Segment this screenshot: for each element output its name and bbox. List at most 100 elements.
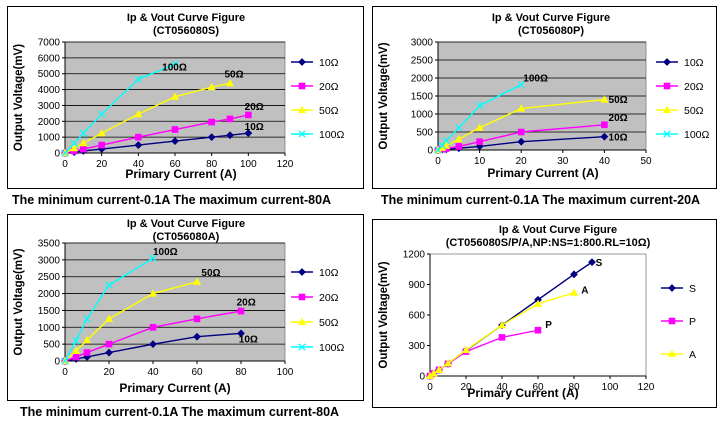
data-point-10ohm bbox=[83, 353, 91, 361]
chart-ct056080a: Ip & Vout Curve Figure(CT056080A) 0 500 100… bbox=[13, 218, 345, 395]
y-tick-label: 7000 bbox=[38, 38, 61, 49]
y-tick-label: 2500 bbox=[38, 272, 61, 283]
data-point-100ohm bbox=[83, 315, 91, 323]
y-tick-label: 900 bbox=[408, 280, 425, 291]
y-tick-label: 2500 bbox=[411, 56, 434, 67]
x-tick-label: 120 bbox=[638, 382, 655, 393]
chart-subtitle: (CT056080A) bbox=[153, 231, 220, 243]
data-point-20ohm bbox=[226, 115, 234, 123]
legend-label-100ohm: 100Ω bbox=[319, 342, 345, 354]
data-point-100ohm bbox=[149, 254, 157, 262]
y-tick-label: 1500 bbox=[411, 92, 434, 103]
data-point-20ohm bbox=[455, 143, 463, 150]
x-tick-label: 80 bbox=[235, 367, 247, 378]
x-tick-label: 50 bbox=[640, 156, 652, 167]
data-point-100ohm bbox=[61, 149, 69, 157]
legend-item-20ohm: 20Ω bbox=[291, 292, 339, 304]
legend-marker-50ohm bbox=[297, 105, 307, 114]
legend-marker-10ohm bbox=[298, 268, 306, 276]
data-point-20ohm bbox=[193, 315, 201, 323]
caption-panel-2: The minimum current-0.1A The maximum cur… bbox=[381, 193, 701, 207]
data-point-10ohm bbox=[517, 137, 526, 146]
legend-item-50ohm: 50Ω bbox=[291, 317, 339, 329]
legend-marker-100ohm bbox=[663, 130, 671, 138]
y-tick-label: 600 bbox=[408, 311, 425, 322]
y-tick-label: 2000 bbox=[38, 117, 61, 128]
data-point-s bbox=[588, 258, 596, 267]
legend-item-s: S bbox=[661, 283, 696, 295]
x-tick-label: 60 bbox=[169, 159, 181, 170]
series-label-50ohm: 50Ω bbox=[201, 268, 220, 279]
legend-marker-10ohm bbox=[298, 58, 306, 66]
data-point-50ohm bbox=[134, 109, 143, 118]
y-tick-label: 0 bbox=[419, 372, 425, 383]
data-point-20ohm bbox=[135, 133, 142, 141]
data-point-10ohm bbox=[237, 329, 245, 338]
chart-ct056080s: Ip & Vout Curve Figure(CT056080S)0100020… bbox=[13, 12, 345, 181]
data-point-100ohm bbox=[98, 110, 106, 118]
data-point-20ohm bbox=[72, 353, 80, 361]
legend-marker-s bbox=[668, 284, 676, 292]
x-axis-label: Primary Current (A) bbox=[119, 381, 230, 395]
x-tick-label: 20 bbox=[516, 156, 528, 167]
legend-item-100ohm: 100Ω bbox=[656, 129, 710, 141]
y-tick-label: 4000 bbox=[38, 85, 61, 96]
series-label-50ohm: 50Ω bbox=[225, 70, 244, 81]
x-axis-label: Primary Current (A) bbox=[487, 166, 598, 180]
data-point-50ohm bbox=[475, 123, 484, 131]
data-point-20ohm bbox=[171, 126, 179, 133]
y-tick-label: 0 bbox=[54, 149, 60, 160]
legend-item-50ohm: 50Ω bbox=[656, 105, 704, 117]
x-tick-label: 80 bbox=[568, 382, 580, 393]
legend-label-10ohm: 10Ω bbox=[319, 267, 339, 279]
data-point-50ohm bbox=[442, 141, 451, 149]
series-label-s: S bbox=[596, 258, 603, 269]
chart-title: Ip & Vout Curve Figure bbox=[499, 224, 617, 236]
legend-label-10ohm: 10Ω bbox=[319, 57, 339, 69]
x-tick-label: 10 bbox=[474, 156, 486, 167]
y-tick-label: 1200 bbox=[403, 250, 426, 261]
legend-item-10ohm: 10Ω bbox=[291, 267, 339, 279]
series-label-a: A bbox=[581, 286, 588, 297]
legend-item-a: A bbox=[661, 349, 696, 361]
y-tick-label: 2000 bbox=[38, 289, 61, 300]
legend-marker-100ohm bbox=[298, 130, 306, 138]
data-point-10ohm bbox=[171, 137, 179, 146]
y-tick-label: 3000 bbox=[38, 255, 61, 266]
chart-panel-3: Ip & Vout Curve Figure (CT056080A) 0 500 100… bbox=[7, 214, 364, 401]
legend-item-10ohm: 10Ω bbox=[291, 57, 339, 69]
data-point-a bbox=[443, 359, 453, 367]
legend-marker-100ohm bbox=[298, 343, 306, 351]
series-label-p: P bbox=[545, 320, 552, 331]
x-tick-label: 100 bbox=[602, 382, 619, 393]
x-tick-label: 0 bbox=[427, 382, 433, 393]
data-point-100ohm bbox=[70, 139, 78, 148]
series-label-10ohm: 10Ω bbox=[245, 122, 264, 133]
data-point-20ohm bbox=[105, 340, 113, 348]
chart-panel-2: Ip & Vout Curve Figure (CT056080P) 0 500 100… bbox=[372, 6, 717, 189]
data-point-p bbox=[534, 326, 542, 334]
data-point-20ohm bbox=[517, 128, 525, 136]
data-point-10ohm bbox=[134, 141, 143, 149]
data-point-10ohm bbox=[226, 131, 234, 140]
x-axis-label: Primary Current (A) bbox=[467, 386, 578, 400]
data-point-50ohm bbox=[170, 92, 180, 100]
plot-area bbox=[64, 242, 286, 362]
y-tick-label: 1500 bbox=[38, 306, 61, 317]
data-point-20ohm bbox=[149, 323, 157, 331]
chart-subtitle: (CT056080S) bbox=[153, 25, 219, 37]
chart-subtitle: (CT056080P) bbox=[518, 25, 584, 37]
legend-item-20ohm: 20Ω bbox=[656, 81, 704, 93]
y-tick-label: 2000 bbox=[411, 74, 434, 85]
data-point-100ohm bbox=[72, 337, 80, 345]
legend-marker-a bbox=[667, 349, 677, 358]
data-point-50ohm bbox=[71, 346, 81, 354]
data-point-p bbox=[498, 334, 506, 341]
plot-area bbox=[429, 253, 647, 377]
chart-title: Ip & Vout Curve Figure bbox=[492, 12, 610, 24]
y-tick-label: 1000 bbox=[38, 323, 61, 334]
data-point-50ohm bbox=[192, 277, 202, 285]
series-label-20ohm: 20Ω bbox=[237, 297, 256, 308]
legend-label-20ohm: 20Ω bbox=[319, 292, 339, 304]
data-point-50ohm bbox=[82, 335, 92, 344]
